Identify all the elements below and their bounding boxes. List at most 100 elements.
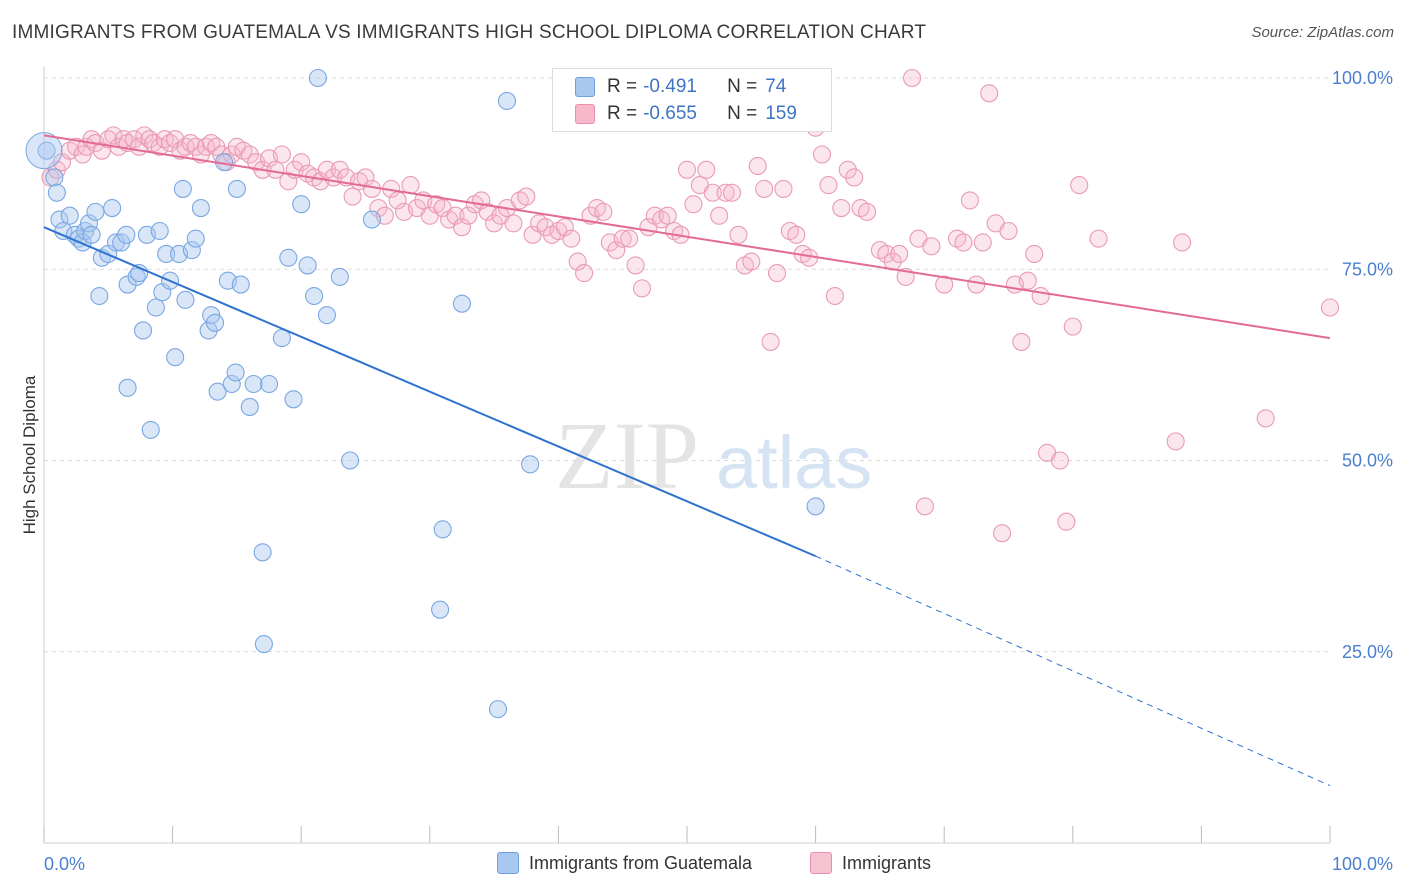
data-point-immigrants bbox=[716, 183, 735, 202]
data-point-immigrants bbox=[960, 191, 979, 210]
data-point-immigrants bbox=[41, 168, 60, 187]
y-tick-label: 100.0% bbox=[1332, 68, 1393, 88]
data-point-guatemala bbox=[305, 286, 324, 306]
data-point-guatemala bbox=[82, 225, 101, 244]
data-point-immigrants bbox=[568, 252, 587, 271]
data-point-immigrants bbox=[92, 141, 111, 160]
data-point-guatemala bbox=[45, 168, 64, 187]
data-point-guatemala bbox=[521, 455, 540, 474]
data-point-immigrants bbox=[703, 183, 722, 202]
data-point-guatemala bbox=[227, 179, 246, 198]
data-point-immigrants bbox=[832, 199, 851, 218]
data-point-immigrants bbox=[401, 176, 420, 195]
data-point-immigrants bbox=[825, 286, 844, 306]
legend-swatch-pink bbox=[575, 104, 595, 124]
data-point-immigrants bbox=[240, 145, 259, 164]
trend-line-guatemala bbox=[43, 226, 816, 558]
data-point-guatemala bbox=[452, 294, 472, 313]
data-point-immigrants bbox=[1063, 317, 1082, 336]
trend-line-immigrants bbox=[43, 134, 1331, 340]
data-point-guatemala bbox=[298, 256, 317, 275]
data-point-immigrants bbox=[915, 497, 934, 516]
tick-labels: 100.0% 75.0% 50.0% 25.0% 0.0% 100.0% bbox=[44, 68, 1393, 874]
legend-r-value: -0.491 bbox=[643, 76, 697, 97]
series-legend-swatch-blue bbox=[497, 852, 519, 874]
data-point-immigrants bbox=[697, 160, 716, 179]
data-point-immigrants bbox=[1089, 229, 1108, 248]
data-point-immigrants bbox=[632, 279, 652, 298]
series-immigrants bbox=[41, 68, 1340, 543]
data-point-immigrants bbox=[999, 221, 1018, 241]
data-point-guatemala bbox=[186, 229, 205, 248]
legend-row-immigrants: R = -0.655 N = 159 bbox=[575, 101, 797, 127]
data-point-immigrants bbox=[446, 206, 465, 225]
data-point-immigrants bbox=[452, 218, 472, 237]
data-point-immigrants bbox=[562, 229, 581, 248]
x-tick-label: 0.0% bbox=[44, 854, 85, 874]
data-point-guatemala bbox=[362, 210, 381, 229]
data-point-immigrants bbox=[1012, 332, 1031, 351]
data-point-immigrants bbox=[67, 137, 86, 156]
data-point-immigrants bbox=[761, 332, 780, 351]
data-point-immigrants bbox=[742, 252, 761, 271]
trend-lines bbox=[43, 134, 1331, 787]
data-point-immigrants bbox=[317, 160, 336, 179]
data-point-immigrants bbox=[935, 275, 954, 294]
data-point-immigrants bbox=[1018, 271, 1037, 290]
data-point-guatemala bbox=[133, 321, 153, 340]
data-point-guatemala bbox=[50, 210, 69, 229]
data-point-guatemala bbox=[106, 233, 126, 252]
data-point-immigrants bbox=[575, 264, 594, 283]
series-legend-label: Immigrants bbox=[842, 852, 932, 873]
data-point-immigrants bbox=[722, 183, 742, 202]
data-point-immigrants bbox=[755, 179, 774, 198]
series-legend-swatch-pink bbox=[810, 852, 832, 874]
data-point-guatemala bbox=[240, 397, 259, 417]
data-point-immigrants bbox=[1025, 244, 1044, 263]
data-point-immigrants bbox=[845, 168, 864, 187]
data-point-guatemala bbox=[118, 378, 137, 397]
data-point-guatemala bbox=[341, 451, 360, 470]
data-point-immigrants bbox=[1173, 233, 1192, 252]
data-point-immigrants bbox=[774, 179, 793, 198]
legend-n-label: N = bbox=[727, 76, 758, 97]
data-point-guatemala bbox=[284, 390, 303, 409]
legend-n-value: 74 bbox=[765, 76, 787, 97]
data-point-immigrants bbox=[967, 275, 986, 294]
data-point-guatemala bbox=[150, 221, 169, 241]
data-point-guatemala bbox=[254, 635, 273, 654]
y-tick-label: 75.0% bbox=[1342, 259, 1393, 279]
data-point-immigrants bbox=[954, 233, 973, 252]
data-point-immigrants bbox=[1057, 512, 1076, 531]
data-point-guatemala bbox=[166, 348, 185, 367]
legend-r-label: R = bbox=[607, 103, 638, 124]
y-tick-label: 50.0% bbox=[1342, 451, 1393, 471]
data-point-guatemala bbox=[208, 382, 227, 401]
data-point-immigrants bbox=[1070, 176, 1089, 195]
data-point-immigrants bbox=[993, 524, 1012, 543]
data-point-guatemala bbox=[222, 374, 241, 394]
data-point-immigrants bbox=[1320, 298, 1340, 317]
data-point-guatemala bbox=[173, 179, 192, 198]
data-point-guatemala bbox=[433, 520, 452, 539]
data-point-guatemala bbox=[141, 420, 160, 439]
data-point-guatemala bbox=[86, 202, 105, 221]
data-point-immigrants bbox=[504, 214, 523, 233]
data-point-immigrants bbox=[980, 84, 999, 103]
data-point-immigrants bbox=[620, 229, 639, 248]
data-point-immigrants bbox=[613, 229, 632, 248]
legend-swatch-blue bbox=[575, 77, 595, 97]
data-point-guatemala bbox=[488, 700, 508, 719]
data-point-guatemala bbox=[806, 497, 825, 516]
data-point-immigrants bbox=[787, 225, 806, 244]
data-point-immigrants bbox=[767, 264, 787, 283]
legend-n-label: N = bbox=[727, 103, 758, 124]
data-point-guatemala bbox=[176, 290, 195, 309]
watermark-zip: ZIP bbox=[555, 402, 699, 509]
series-legend-guatemala: Immigrants from Guatemala bbox=[497, 852, 752, 874]
data-point-guatemala bbox=[330, 267, 349, 286]
data-point-immigrants bbox=[819, 176, 838, 195]
data-point-immigrants bbox=[485, 214, 504, 233]
data-point-immigrants bbox=[1031, 286, 1050, 306]
data-point-immigrants bbox=[890, 244, 909, 263]
